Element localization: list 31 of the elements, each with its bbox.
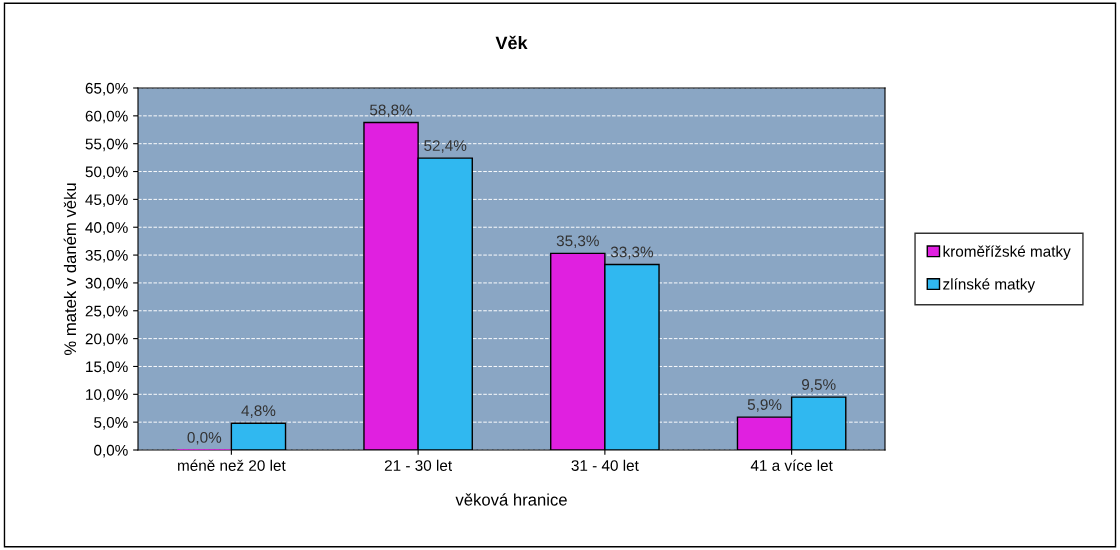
y-tick-label: 20,0%	[85, 333, 128, 347]
y-tick-label: 65,0%	[85, 82, 128, 96]
y-tick-label: 45,0%	[85, 194, 128, 207]
y-tick-label: 25,0%	[85, 305, 128, 319]
x-tick-label: 41 a více let	[750, 459, 833, 471]
data-label: 33,3%	[610, 246, 654, 260]
legend-label: zlínské matky	[943, 278, 1036, 293]
y-tick-label: 60,0%	[85, 110, 128, 124]
legend-label: kroměřížské matky	[943, 245, 1071, 260]
y-tick-label: 30,0%	[85, 277, 128, 291]
x-axis-title: věková hranice	[455, 493, 567, 506]
x-tick-label: 21 - 30 let	[384, 459, 452, 471]
data-label: 58,8%	[370, 104, 413, 118]
data-label: 4,8%	[241, 405, 276, 418]
y-tick-label: 50,0%	[85, 166, 128, 180]
data-label: 5,9%	[747, 399, 782, 412]
data-label: 9,5%	[802, 379, 836, 392]
y-tick-label: 10,0%	[86, 389, 128, 402]
y-tick-label: 40,0%	[85, 222, 128, 235]
data-label: 0,0%	[187, 431, 222, 445]
x-tick-label: 31 - 40 let	[571, 459, 639, 471]
y-tick-label: 5,0%	[94, 417, 128, 430]
x-tick-label: méně než 20 let	[178, 459, 286, 471]
y-tick-label: 35,0%	[85, 249, 128, 263]
y-tick-label: 55,0%	[85, 138, 128, 152]
data-label: 52,4%	[424, 140, 467, 153]
y-tick-label: 0,0%	[94, 444, 128, 458]
chart-title: Věk	[495, 35, 528, 50]
y-tick-label: 15,0%	[86, 361, 128, 374]
y-axis-title: % matek v daném věku	[63, 183, 77, 356]
data-label: 35,3%	[556, 235, 599, 249]
